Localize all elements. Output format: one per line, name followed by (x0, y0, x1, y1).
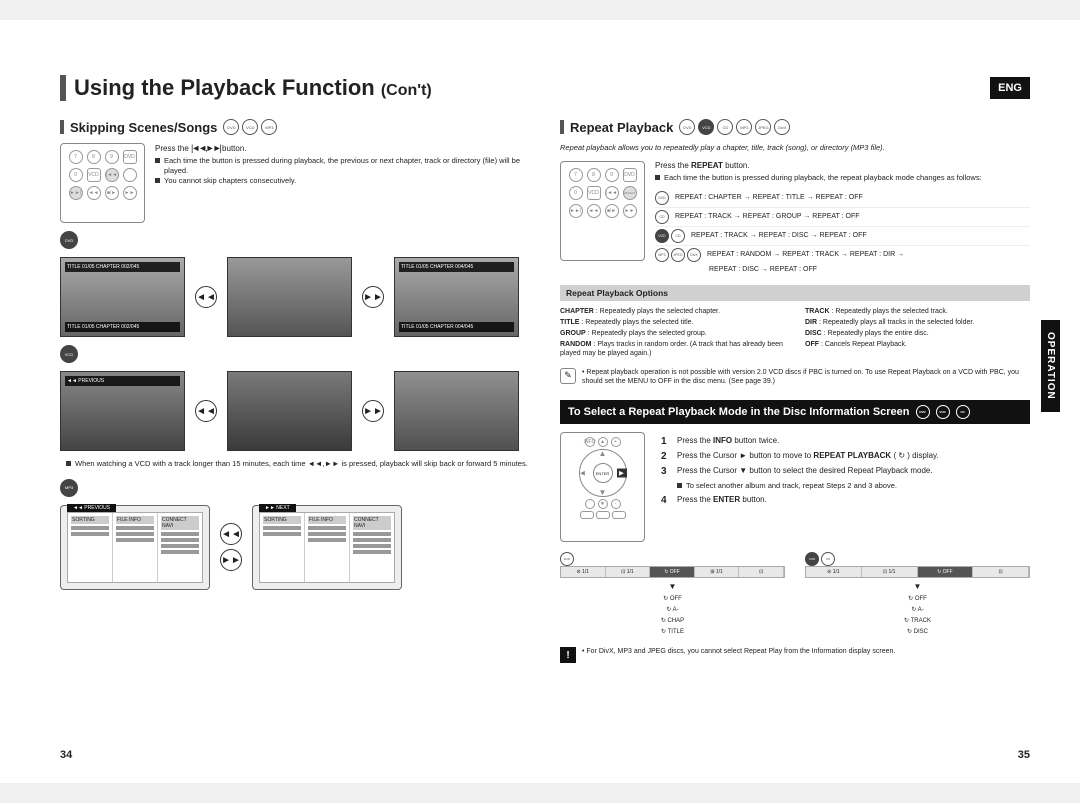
vcd-label-icon: VCD (60, 345, 78, 363)
page-number-left: 34 (60, 749, 72, 761)
right-column: Repeat Playback DVD VCD CD MP3 JPEG DivX… (560, 119, 1030, 663)
warning-icon: ! (560, 647, 576, 663)
mp3-label-icon: MP3 (60, 479, 78, 497)
info-bar-vcd: ⊘ 1/1 ⊡ 1/1 ↻ OFF ⊡ (805, 566, 1030, 578)
disc-info-banner: To Select a Repeat Playback Mode in the … (560, 400, 1030, 424)
skip-back-icon: ◄◄ (195, 286, 217, 308)
options-header: Repeat Playback Options (560, 285, 1030, 301)
manual-page: Using the Playback Function (Con't) ENG … (0, 20, 1080, 783)
repeat-intro: Repeat playback allows you to repeatedly… (560, 143, 1030, 153)
mp3-screen-prev: ◄◄ PREVIOUS SORTING FILE INFO CONNECT NA… (60, 505, 210, 590)
page-title: Using the Playback Function (Con't) (74, 75, 432, 101)
mp3-screen-next: ►► NEXT SORTING FILE INFO CONNECT NAVI (252, 505, 402, 590)
title-bar: Using the Playback Function (Con't) ENG (60, 75, 1030, 101)
warning-box: ! • For DivX, MP3 and JPEG discs, you ca… (560, 647, 1030, 663)
vcd-note: When watching a VCD with a track longer … (75, 459, 528, 469)
remote-illustration-repeat: 789 DVD0VCD |◄◄REPEAT►►| ◄◄■/►►► (560, 161, 645, 261)
options-grid: CHAPTER : Repeatedly plays the selected … (560, 305, 1030, 360)
repeat-section-head: Repeat Playback DVD VCD CD MP3 JPEG DivX (560, 119, 1030, 135)
screenshot-current (227, 257, 352, 337)
steps-list: 1Press the INFO button twice. 2Press the… (661, 432, 939, 542)
enter-button: ENTER (593, 463, 613, 483)
skip-back-icon: ◄◄ (220, 523, 242, 545)
remote-illustration: 789 DVD0VCD |◄◄►►| ◄◄■/►►► (60, 143, 145, 223)
press-repeat: Press the REPEAT button. (655, 161, 1030, 170)
page-number-right: 35 (1018, 749, 1030, 761)
bullet-text: Each time the button is pressed during p… (164, 156, 530, 176)
bullet-text: You cannot skip chapters consecutively. (164, 176, 296, 186)
skip-forward-icon: ►► (220, 549, 242, 571)
title-accent-bar (60, 75, 66, 101)
dvd-icon: DVD (223, 119, 239, 135)
left-column: Skipping Scenes/Songs DVD VCD MP3 789 DV… (60, 119, 530, 663)
dvd-label-icon: DVD (60, 231, 78, 249)
note-icon: ✎ (560, 368, 576, 384)
skip-back-icon: ◄◄ (195, 400, 217, 422)
language-badge: ENG (990, 77, 1030, 99)
info-bar-dvd: ⊘ 1/1 ⊡ 1/1 ↻ OFF ⊞ 1/1 ⊡ (560, 566, 785, 578)
mp3-icon: MP3 (261, 119, 277, 135)
skipping-disc-icons: DVD VCD MP3 (223, 119, 277, 135)
skip-forward-icon: ►► (362, 286, 384, 308)
skip-forward-icon: ►► (362, 400, 384, 422)
dpad-remote-illustration: INFO▲+ ENTER ▲▼◄► ▼- (560, 432, 645, 542)
skipping-section-head: Skipping Scenes/Songs DVD VCD MP3 (60, 119, 530, 135)
mp3-skip-illustration: ◄◄ PREVIOUS SORTING FILE INFO CONNECT NA… (60, 505, 530, 590)
vcd-icon: VCD (242, 119, 258, 135)
dvd-skip-illustration: TITLE 01/05 CHAPTER 002/045 TITLE 01/05 … (60, 257, 530, 337)
vcd-skip-illustration: ◄◄ PREVIOUS ◄◄ ►► (60, 371, 530, 451)
screenshot-prev: TITLE 01/05 CHAPTER 002/045 TITLE 01/05 … (60, 257, 185, 337)
screenshot-next: TITLE 01/05 CHAPTER 004/045 TITLE 01/05 … (394, 257, 519, 337)
section-tab-label: OPERATION (1041, 320, 1060, 412)
press-instruction: Press the |◄◄,►►| button. (155, 143, 530, 153)
note-box: ✎ • Repeat playback operation is not pos… (560, 368, 1030, 386)
repeat-mode-table: DVDREPEAT : CHAPTER → REPEAT : TITLE → R… (655, 189, 1030, 275)
info-display-row: DVD ⊘ 1/1 ⊡ 1/1 ↻ OFF ⊞ 1/1 ⊡ ▼↻ OFF ↻ A… (560, 552, 1030, 635)
